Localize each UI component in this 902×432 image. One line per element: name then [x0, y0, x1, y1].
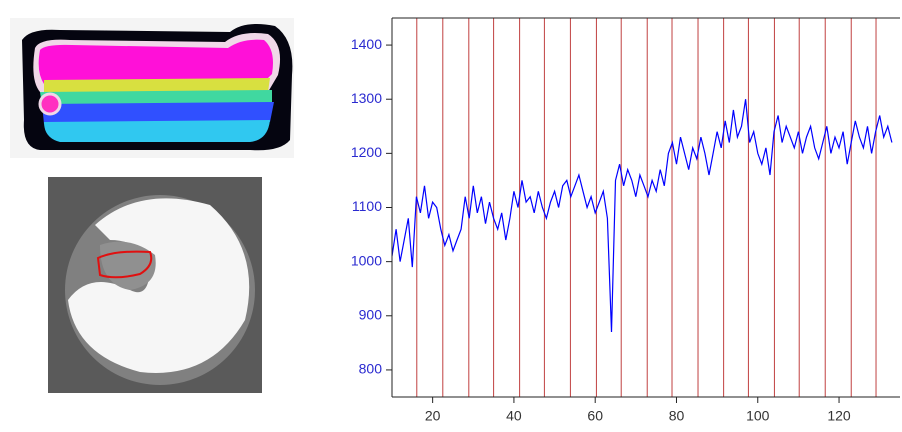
heatmap-image — [10, 18, 294, 158]
x-tick-label: 20 — [425, 408, 441, 424]
x-tick-label: 40 — [506, 408, 522, 424]
x-tick-label: 100 — [746, 408, 770, 424]
x-tick-label: 120 — [827, 408, 851, 424]
x-tick-label: 60 — [587, 408, 603, 424]
y-tick-label: 800 — [359, 361, 383, 377]
photo-image — [48, 177, 262, 393]
data-line — [391, 99, 893, 333]
x-tick-label: 80 — [669, 408, 685, 424]
y-tick-label: 1100 — [352, 198, 382, 214]
y-tick-label: 1400 — [351, 36, 382, 52]
y-tick-label: 1200 — [351, 144, 382, 160]
y-tick-label: 1300 — [351, 90, 382, 106]
y-tick-label: 900 — [359, 306, 383, 322]
y-tick-label: 1000 — [351, 252, 382, 268]
